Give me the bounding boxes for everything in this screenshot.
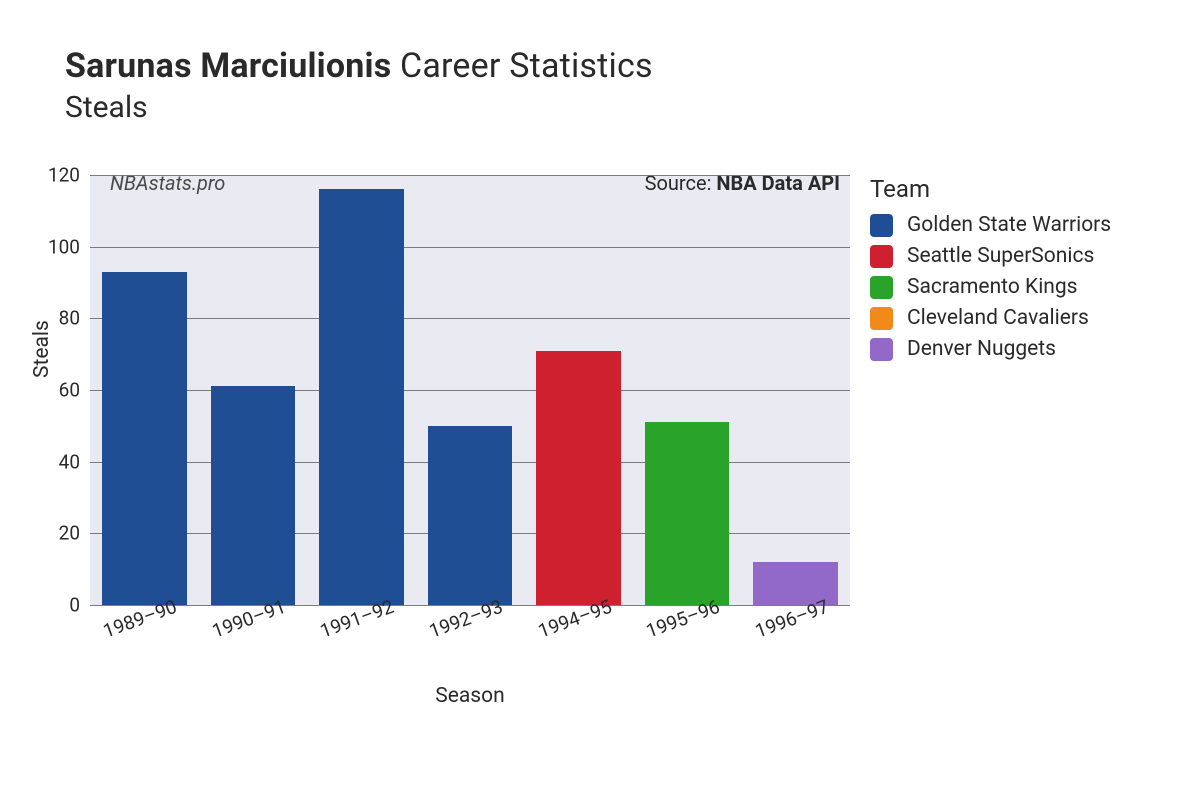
- legend-title: Team: [870, 175, 1111, 203]
- gridline: [90, 318, 850, 319]
- chart-subtitle: Steals: [65, 90, 653, 125]
- chart-container: Sarunas Marciulionis Career Statistics S…: [0, 0, 1200, 800]
- y-tick-label: 120: [48, 164, 90, 187]
- legend-label: Seattle SuperSonics: [907, 244, 1094, 268]
- x-axis-title: Season: [435, 684, 504, 708]
- y-tick-label: 40: [59, 450, 90, 473]
- bar: [428, 426, 513, 605]
- bar: [645, 422, 730, 605]
- plot-area: NBAstats.pro Source: NBA Data API 020406…: [90, 175, 850, 605]
- y-tick-label: 0: [69, 594, 90, 617]
- bar: [536, 351, 621, 605]
- legend-label: Cleveland Cavaliers: [907, 306, 1089, 330]
- legend-swatch: [870, 214, 893, 237]
- gridline: [90, 175, 850, 176]
- bar: [102, 272, 187, 605]
- legend-swatch: [870, 245, 893, 268]
- legend-label: Golden State Warriors: [907, 213, 1111, 237]
- y-tick-label: 60: [59, 379, 90, 402]
- y-tick-label: 100: [48, 235, 90, 258]
- legend-item: Sacramento Kings: [870, 275, 1111, 299]
- legend-swatch: [870, 307, 893, 330]
- y-tick-label: 20: [59, 522, 90, 545]
- bar: [319, 189, 404, 605]
- legend: Team Golden State Warriors Seattle SuperS…: [870, 175, 1111, 368]
- legend-label: Sacramento Kings: [907, 275, 1078, 299]
- legend-label: Denver Nuggets: [907, 337, 1056, 361]
- legend-item: Seattle SuperSonics: [870, 244, 1111, 268]
- legend-item: Denver Nuggets: [870, 337, 1111, 361]
- gridline: [90, 247, 850, 248]
- y-axis-title: Steals: [30, 320, 54, 378]
- bar: [211, 386, 296, 605]
- gridline: [90, 390, 850, 391]
- legend-swatch: [870, 276, 893, 299]
- title-player-name: Sarunas Marciulionis: [65, 46, 391, 86]
- y-tick-label: 80: [59, 307, 90, 330]
- chart-title: Sarunas Marciulionis Career Statistics: [65, 46, 653, 86]
- legend-item: Cleveland Cavaliers: [870, 306, 1111, 330]
- legend-swatch: [870, 338, 893, 361]
- chart-title-block: Sarunas Marciulionis Career Statistics S…: [65, 46, 653, 125]
- legend-item: Golden State Warriors: [870, 213, 1111, 237]
- title-suffix: Career Statistics: [391, 46, 652, 86]
